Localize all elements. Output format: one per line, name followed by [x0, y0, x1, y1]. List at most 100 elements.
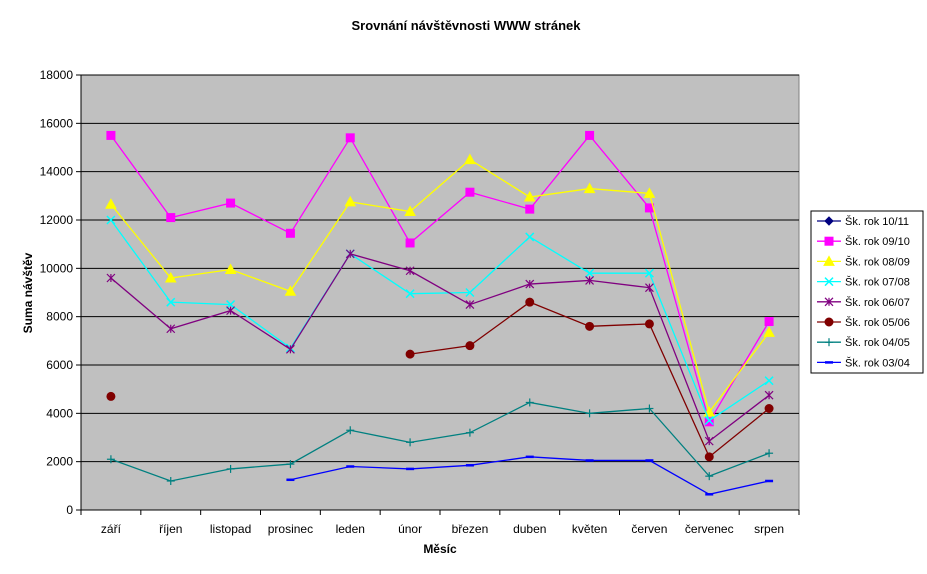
legend-entry: Šk. rok 09/10: [817, 235, 910, 248]
marker-x-stroke: [405, 289, 415, 299]
y-tick-label: 2000: [46, 455, 73, 469]
y-tick-label: 16000: [40, 116, 74, 130]
marker-triangle: [224, 263, 237, 275]
marker-x-stroke: [166, 297, 176, 307]
y-tick-label: 0: [66, 503, 73, 517]
marker-plus: [406, 438, 415, 447]
marker-circle: [465, 341, 475, 351]
y-tick-label: 12000: [40, 213, 74, 227]
marker-x-stroke: [525, 232, 535, 242]
marker-triangle: [164, 271, 177, 283]
marker-circle: [764, 404, 774, 413]
marker-circle: [405, 349, 415, 359]
marker-star: [644, 283, 654, 293]
legend: Šk. rok 10/11 Šk. rok 09/10 Šk. rok 08/09 Š…: [810, 210, 924, 374]
marker-x: [644, 268, 654, 278]
y-tick-label: 10000: [40, 261, 74, 275]
marker-star: [405, 266, 415, 276]
legend-entry: Šk. rok 04/05: [817, 336, 910, 349]
y-tick-label: 18000: [40, 68, 74, 82]
marker-plus: [825, 338, 833, 347]
x-tick-label: červenec: [685, 522, 734, 536]
x-tick-label: prosinec: [268, 522, 313, 536]
legend-label: Šk. rok 04/05: [845, 336, 910, 349]
marker-square: [166, 213, 176, 223]
marker-circle: [824, 317, 834, 327]
chart-title: Srovnání návštěvnosti WWW stránek: [352, 18, 582, 33]
marker-x-stroke: [824, 277, 834, 287]
marker-square: [226, 198, 236, 208]
x-tick-label: květen: [572, 522, 607, 536]
legend-label: Šk. rok 10/11: [845, 215, 909, 228]
marker-square: [525, 204, 535, 214]
series-6: [106, 398, 774, 485]
y-tick-label: 4000: [46, 406, 73, 420]
marker-star: [764, 390, 774, 400]
y-tick-label: 6000: [46, 358, 73, 372]
marker-x-stroke: [585, 268, 595, 278]
marker-plus: [286, 460, 295, 469]
legend-label: Šk. rok 05/06: [845, 316, 910, 329]
x-tick-label: červen: [631, 522, 667, 536]
marker-plus: [765, 449, 774, 458]
series-2: [105, 153, 775, 417]
marker-plus: [106, 455, 115, 464]
x-tick-label: listopad: [210, 522, 251, 536]
marker-plus: [525, 398, 534, 407]
marker-star: [465, 300, 475, 310]
legend-entry: Šk. rok 03/04: [817, 356, 910, 369]
x-tick-label: říjen: [159, 522, 182, 536]
marker-triangle: [105, 198, 117, 209]
marker-star: [166, 324, 176, 334]
x-tick-label: srpen: [754, 522, 784, 536]
marker-plus: [346, 426, 355, 435]
marker-star: [704, 436, 714, 446]
marker-triangle: [284, 285, 297, 296]
marker-x-stroke: [764, 376, 774, 386]
y-axis-title: Suma návštěv: [21, 252, 35, 333]
y-axis-ticks: 0 2000 4000 6000 8000 10000 12000 14000 16000 180…: [40, 68, 82, 517]
marker-triangle: [823, 255, 835, 266]
legend-entry: Šk. rok 05/06: [817, 316, 910, 329]
legend-label: Šk. rok 06/07: [845, 296, 910, 309]
marker-triangle: [404, 205, 416, 217]
marker-triangle: [523, 191, 536, 202]
marker-x: [106, 215, 116, 225]
y-tick-label: 14000: [40, 165, 74, 179]
marker-star: [285, 344, 295, 354]
series-line: [110, 401, 770, 482]
x-tick-label: únor: [398, 522, 422, 536]
marker-square: [585, 130, 595, 140]
marker-square: [106, 130, 116, 140]
marker-x: [166, 297, 176, 307]
marker-circle: [525, 297, 535, 307]
marker-plus: [585, 409, 594, 418]
marker-circle: [644, 319, 654, 329]
marker-x: [525, 232, 535, 242]
marker-circle: [106, 391, 116, 401]
marker-diamond: [824, 216, 834, 226]
legend-label: Šk. rok 03/04: [845, 356, 910, 369]
marker-plus: [705, 472, 714, 481]
x-tick-label: březen: [452, 522, 489, 536]
marker-x: [764, 376, 774, 386]
series-4: [106, 249, 774, 446]
legend-entry: Šk. rok 06/07: [817, 296, 910, 309]
marker-star: [525, 279, 535, 289]
x-axis-ticks: září říjen listopad prosinec leden únor březen…: [80, 509, 800, 536]
marker-triangle: [464, 153, 476, 165]
marker-x: [465, 287, 475, 298]
marker-square: [345, 133, 355, 143]
x-axis-title: Měsíc: [423, 542, 457, 556]
series-7: [286, 455, 774, 496]
marker-x: [585, 268, 595, 278]
marker-triangle: [344, 195, 357, 207]
series-line: [110, 253, 770, 443]
marker-triangle: [763, 326, 775, 337]
legend-entry: Šk. rok 07/08: [817, 276, 910, 289]
marker-square: [465, 187, 475, 197]
marker-circle: [704, 452, 714, 462]
marker-plus: [645, 404, 654, 413]
x-tick-label: září: [101, 522, 122, 536]
marker-x: [824, 277, 834, 287]
